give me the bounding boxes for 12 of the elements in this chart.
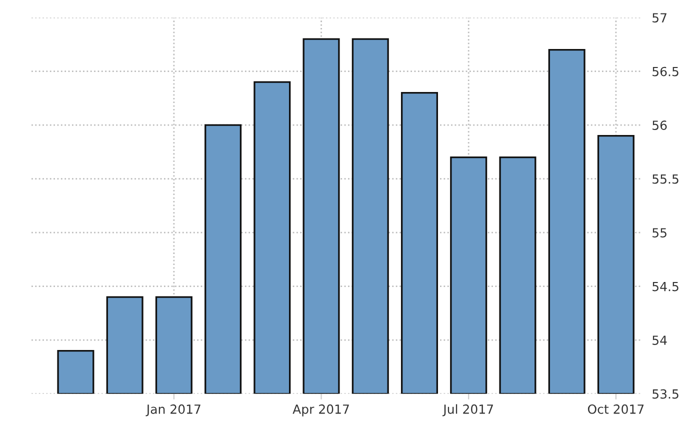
y-tick-label: 56 <box>652 120 667 130</box>
x-tick-label: Jul 2017 <box>442 404 493 416</box>
y-tick-label: 54.5 <box>652 282 678 292</box>
y-tick-label: 54 <box>652 336 667 345</box>
x-tick-label: Jan 2017 <box>146 404 200 416</box>
x-tick-label: Apr 2017 <box>292 404 349 416</box>
y-tick-label: 53.5 <box>652 389 678 399</box>
x-tick-label: Oct 2017 <box>588 404 644 414</box>
y-tick-label: 55 <box>652 228 666 238</box>
y-tick-label: 55.5 <box>652 174 678 184</box>
y-tick-label: 57 <box>652 13 666 23</box>
y-tick-label: 56.5 <box>652 66 678 76</box>
